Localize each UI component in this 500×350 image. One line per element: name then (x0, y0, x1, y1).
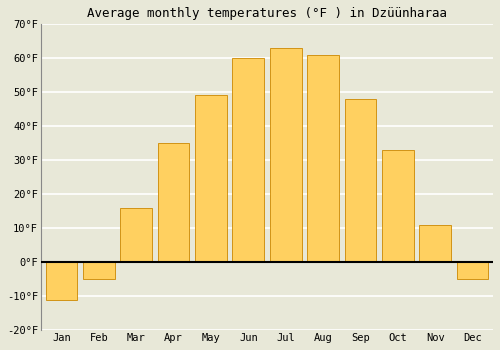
Bar (344, 99, 376, 262)
Title: Average monthly temperatures (°F ) in Dzüünharaa: Average monthly temperatures (°F ) in Dz… (87, 7, 447, 20)
Bar (456, 262, 488, 279)
Bar (120, 208, 152, 262)
Bar (232, 58, 264, 262)
Bar (382, 150, 414, 262)
Bar (83, 262, 115, 279)
Bar (270, 48, 302, 262)
Bar (307, 55, 339, 262)
Bar (158, 143, 190, 262)
Bar (195, 96, 227, 262)
Bar (46, 262, 78, 300)
Bar (420, 225, 451, 262)
